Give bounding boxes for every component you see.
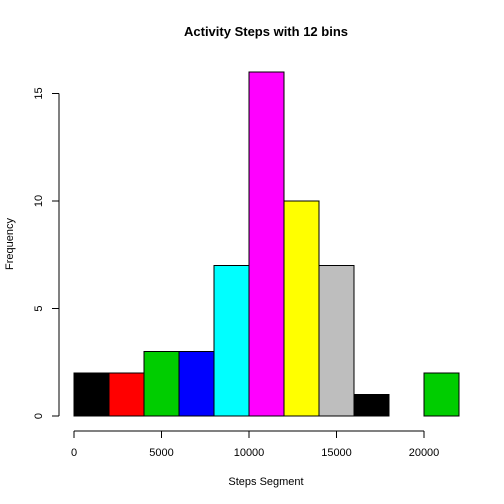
chart-title: Activity Steps with 12 bins xyxy=(184,24,348,39)
y-axis-title: Frequency xyxy=(4,218,16,270)
histogram-bar-4 xyxy=(213,265,250,417)
y-tick-label-3: 15 xyxy=(33,87,45,99)
x-tick-label-0: 0 xyxy=(71,447,77,459)
x-axis: 0 5000 10000 15000 20000 xyxy=(71,430,440,459)
y-tick-label-0: 0 xyxy=(33,413,45,419)
x-tick-label-1: 5000 xyxy=(149,447,173,459)
bars-group xyxy=(73,71,460,417)
histogram-bar-7 xyxy=(318,265,355,417)
histogram-bar-2 xyxy=(143,351,180,417)
histogram-bar-3 xyxy=(178,351,215,417)
x-tick-label-2: 10000 xyxy=(234,447,265,459)
x-tick-label-4: 20000 xyxy=(409,447,440,459)
histogram-bar-5 xyxy=(248,71,285,417)
histogram-bar-0 xyxy=(73,372,110,417)
histogram-bar-8 xyxy=(353,394,390,417)
histogram-bar-1 xyxy=(108,372,145,417)
y-tick-label-1: 5 xyxy=(33,305,45,311)
x-tick-label-3: 15000 xyxy=(321,447,352,459)
x-axis-title: Steps Segment xyxy=(228,476,303,488)
y-tick-label-2: 10 xyxy=(33,195,45,207)
histogram-bar-6 xyxy=(283,200,320,417)
y-axis: 0 5 10 15 xyxy=(33,87,60,419)
histogram-bar-10 xyxy=(423,372,460,417)
